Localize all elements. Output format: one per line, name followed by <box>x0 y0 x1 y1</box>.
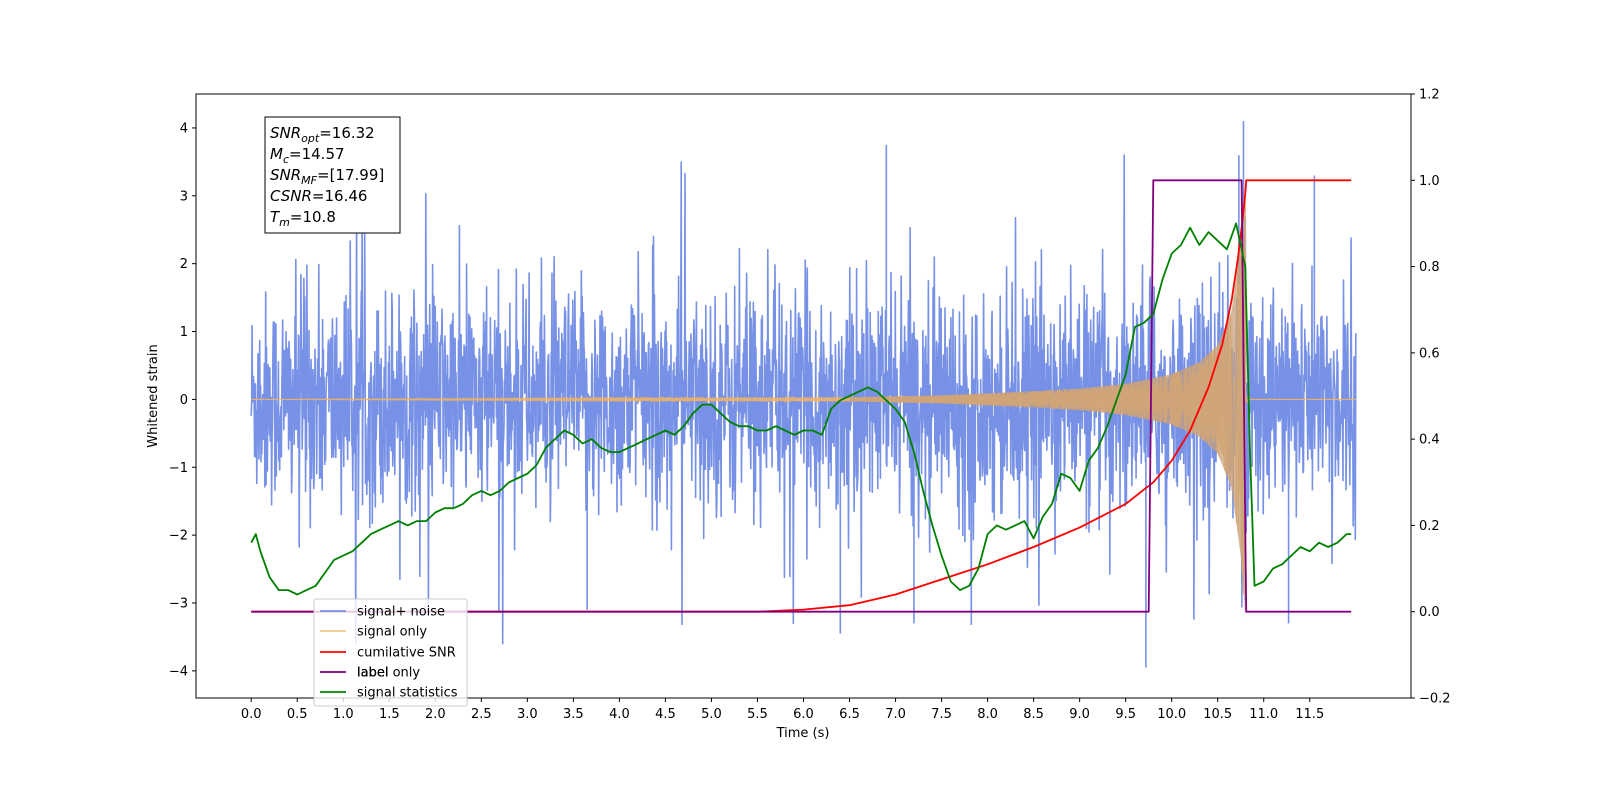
x-tick-label: 11.5 <box>1295 707 1324 722</box>
annotation-value: =16.32 <box>319 124 375 142</box>
y2-tick-label: 0.4 <box>1419 433 1440 448</box>
y-axis-left: −4 −3 −2 −1 0 1 2 3 4 <box>169 121 196 679</box>
x-axis-label: Time (s) <box>776 726 830 741</box>
annotation-symbol: SNR <box>270 166 301 184</box>
x-tick-label: 8.5 <box>1023 707 1044 722</box>
annotation-value: =16.46 <box>312 187 368 205</box>
x-tick-label: 3.0 <box>517 707 538 722</box>
annotation-subscript: MF <box>301 174 317 187</box>
y2-tick-label: 0.0 <box>1419 605 1440 620</box>
x-tick-label: 9.0 <box>1069 707 1090 722</box>
y-tick-label: −3 <box>169 596 188 611</box>
x-tick-label: 7.0 <box>885 707 906 722</box>
legend-label: signal only <box>357 625 427 640</box>
y2-tick-label: 0.8 <box>1419 260 1440 275</box>
plot-area <box>195 93 1412 699</box>
y-axis-label: Whitened strain <box>146 344 161 447</box>
annotation-value: =[17.99] <box>317 166 384 184</box>
y-axis-right: −0.2 0.0 0.2 0.4 0.6 0.8 1.0 1.2 <box>1411 88 1451 707</box>
x-tick-label: 4.5 <box>655 707 676 722</box>
y-tick-label: 0 <box>180 393 188 408</box>
y-tick-label: 3 <box>180 189 188 204</box>
annotation-line: CSNR=16.46 <box>270 187 367 205</box>
y2-tick-label: −0.2 <box>1419 692 1451 707</box>
y2-tick-label: 0.2 <box>1419 519 1440 534</box>
legend-box <box>313 598 468 707</box>
annotation-line: SNRopt=16.32 <box>270 124 375 145</box>
series-label <box>251 179 1352 613</box>
x-tick-label: 0.5 <box>287 707 308 722</box>
x-tick-label: 10.5 <box>1203 707 1232 722</box>
y-tick-label: −2 <box>169 529 188 544</box>
x-tick-label: 5.0 <box>701 707 722 722</box>
x-tick-label: 2.5 <box>471 707 492 722</box>
x-tick-label: 3.5 <box>563 707 584 722</box>
annotation-line: SNRMF=[17.99] <box>270 166 384 187</box>
y-tick-label: −4 <box>169 664 188 679</box>
stats-annotation: SNRopt=16.32Mc=14.57SNRMF=[17.99]CSNR=16… <box>264 116 401 234</box>
x-tick-label: 9.5 <box>1115 707 1136 722</box>
x-tick-label: 6.0 <box>793 707 814 722</box>
x-tick-label: 2.0 <box>425 707 446 722</box>
legend: signal+ noise signal only cumilative SNR la… <box>313 598 468 707</box>
x-tick-label: 5.5 <box>747 707 768 722</box>
series-layer <box>250 121 1357 668</box>
x-axis: 0.0 0.5 1.0 1.5 2.0 2.5 3.0 3.5 4.0 4.5 5.0 5.5 6.0 6… <box>241 698 1324 722</box>
y2-tick-label: 1.0 <box>1419 174 1440 189</box>
legend-label: label <box>357 666 388 681</box>
x-tick-label: 4.0 <box>609 707 630 722</box>
x-tick-label: 1.0 <box>333 707 354 722</box>
annotation-value: =14.57 <box>289 145 345 163</box>
annotation-symbol: CSNR <box>270 187 312 205</box>
y2-tick-label: 0.6 <box>1419 346 1440 361</box>
annotation-subscript: c <box>283 153 289 166</box>
x-tick-label: 11.0 <box>1249 707 1278 722</box>
series-signal-only-envelope <box>849 182 1246 617</box>
x-tick-label: 1.5 <box>379 707 400 722</box>
legend-label: signal+ noise <box>357 605 445 620</box>
y-tick-label: −1 <box>169 461 188 476</box>
annotation-line: Tm=10.8 <box>270 208 336 229</box>
annotation-subscript: opt <box>301 132 320 145</box>
x-tick-label: 7.5 <box>931 707 952 722</box>
y-tick-label: 4 <box>180 121 188 136</box>
annotation-line: Mc=14.57 <box>270 145 345 166</box>
annotation-box <box>264 116 401 234</box>
x-tick-label: 10.0 <box>1157 707 1186 722</box>
legend-label-ghost: label only <box>357 666 420 681</box>
y-tick-label: 2 <box>180 257 188 272</box>
series-signal-statistics <box>250 222 1352 596</box>
annotation-symbol: T <box>270 208 281 226</box>
x-tick-label: 6.5 <box>839 707 860 722</box>
annotation-subscript: m <box>279 216 290 229</box>
legend-label: cumilative SNR <box>357 646 456 661</box>
x-tick-label: 0.0 <box>241 707 262 722</box>
y-tick-label: 1 <box>180 325 188 340</box>
annotation-symbol: M <box>270 145 283 163</box>
legend-label: label <box>357 666 388 681</box>
y2-tick-label: 1.2 <box>1419 88 1440 103</box>
annotation-value: =10.8 <box>290 208 336 226</box>
x-tick-label: 8.0 <box>977 707 998 722</box>
legend-label: signal statistics <box>357 686 458 701</box>
annotation-symbol: SNR <box>270 124 301 142</box>
